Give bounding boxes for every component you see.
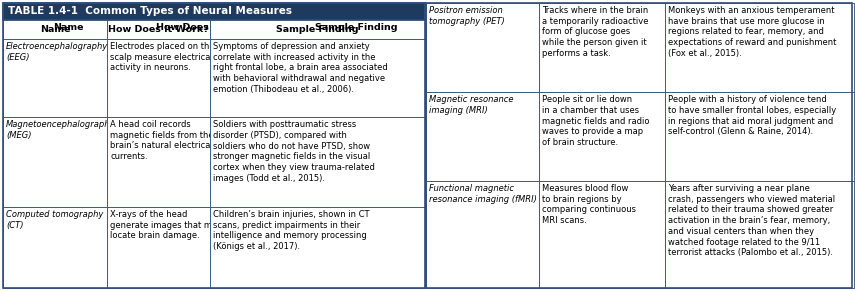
Text: Functional magnetic
resonance imaging (fMRI): Functional magnetic resonance imaging (f… — [429, 184, 537, 204]
Text: Computed tomography
(CT): Computed tomography (CT) — [6, 210, 103, 230]
Text: Positron emission
tomography (PET): Positron emission tomography (PET) — [429, 6, 504, 26]
Bar — [107, 20, 210, 39]
Text: Monkeys with an anxious temperament
have brains that use more glucose in
regions: Monkeys with an anxious temperament have… — [668, 6, 836, 58]
Text: Magnetoencephalography
(MEG): Magnetoencephalography (MEG) — [6, 120, 115, 140]
Bar — [539, 181, 665, 288]
Bar — [3, 207, 107, 288]
Text: TABLE 1.4-1  Common Types of Neural Measures: TABLE 1.4-1 Common Types of Neural Measu… — [8, 6, 292, 17]
Text: Symptoms of depression and anxiety
correlate with increased activity in the
righ: Symptoms of depression and anxiety corre… — [213, 42, 388, 94]
Text: How Does It Work?: How Does It Work? — [156, 23, 256, 32]
Bar — [426, 92, 539, 181]
Text: A head coil records
magnetic fields from the
brain’s natural electrical
currents: A head coil records magnetic fields from… — [110, 120, 214, 161]
Bar — [210, 20, 425, 39]
Text: Soldiers with posttraumatic stress
disorder (PTSD), compared with
soldiers who d: Soldiers with posttraumatic stress disor… — [213, 120, 374, 183]
Text: People with a history of violence tend
to have smaller frontal lobes, especially: People with a history of violence tend t… — [668, 95, 836, 136]
Text: People sit or lie down
in a chamber that uses
magnetic fields and radio
waves to: People sit or lie down in a chamber that… — [542, 95, 650, 147]
Bar — [210, 20, 425, 39]
Bar — [3, 20, 107, 39]
Bar — [3, 3, 425, 20]
Bar — [665, 92, 854, 181]
Text: Electrodes placed on the
scalp measure electrical
activity in neurons.: Electrodes placed on the scalp measure e… — [110, 42, 215, 72]
Bar — [3, 39, 107, 117]
Text: How Does It Work?: How Does It Work? — [108, 25, 209, 34]
Bar — [665, 181, 854, 288]
Bar — [426, 3, 852, 288]
Text: Sample Finding: Sample Finding — [315, 23, 398, 32]
Text: Children’s brain injuries, shown in CT
scans, predict impairments in their
intel: Children’s brain injuries, shown in CT s… — [213, 210, 369, 251]
Bar — [210, 207, 425, 288]
Bar — [210, 117, 425, 207]
Bar — [107, 39, 210, 117]
Bar — [426, 181, 539, 288]
Bar — [3, 117, 107, 207]
Text: Name: Name — [53, 23, 84, 32]
Text: Measures blood flow
to brain regions by
comparing continuous
MRI scans.: Measures blood flow to brain regions by … — [542, 184, 636, 225]
Bar — [3, 3, 425, 288]
Text: Name: Name — [39, 25, 70, 34]
Bar — [539, 92, 665, 181]
Bar — [3, 20, 107, 39]
Bar — [665, 3, 854, 92]
Bar — [107, 20, 210, 39]
Text: Tracks where in the brain
a temporarily radioactive
form of glucose goes
while t: Tracks where in the brain a temporarily … — [542, 6, 648, 58]
Text: X-rays of the head
generate images that may
locate brain damage.: X-rays of the head generate images that … — [110, 210, 222, 240]
Bar — [210, 39, 425, 117]
Bar — [539, 3, 665, 92]
Text: Years after surviving a near plane
crash, passengers who viewed material
related: Years after surviving a near plane crash… — [668, 184, 835, 258]
Bar — [107, 117, 210, 207]
Bar — [107, 207, 210, 288]
Bar — [426, 3, 539, 92]
Text: Electroencephalography
(EEG): Electroencephalography (EEG) — [6, 42, 109, 62]
Bar — [425, 0, 426, 291]
Text: Magnetic resonance
imaging (MRI): Magnetic resonance imaging (MRI) — [429, 95, 514, 115]
Text: Sample Finding: Sample Finding — [276, 25, 359, 34]
